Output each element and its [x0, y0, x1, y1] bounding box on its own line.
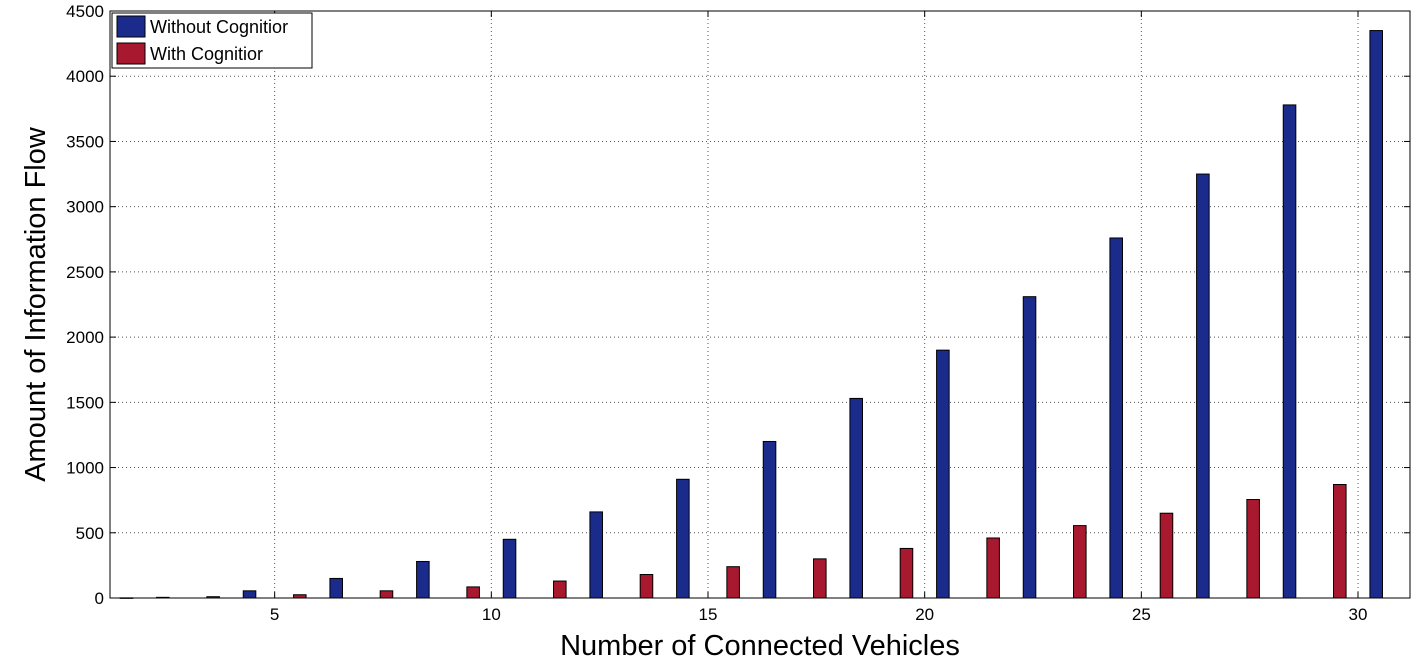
bar-without-cognitior [1022, 296, 1037, 599]
y-tick-label: 3500 [66, 132, 104, 151]
legend-label-with-cognitior: With Cognitior [150, 44, 263, 64]
legend-label-without-cognitior: Without Cognitior [150, 17, 288, 37]
x-tick-label: 15 [699, 605, 718, 624]
x-tick-label: 30 [1349, 605, 1368, 624]
bar-with-cognitior [379, 590, 394, 599]
y-tick-label: 4500 [66, 2, 104, 21]
x-tick-label: 10 [482, 605, 501, 624]
y-tick-label: 500 [76, 524, 104, 543]
grid-lines [110, 11, 1410, 598]
bar-without-cognitior [329, 577, 343, 599]
bar-without-cognitior [1369, 30, 1383, 599]
bar-without-cognitior [1196, 173, 1210, 599]
bar-with-cognitior [553, 580, 567, 599]
bar-without-cognitior [502, 538, 517, 599]
y-tick-label: 1000 [66, 459, 104, 478]
bar-with-cognitior [986, 537, 1000, 599]
bar-with-cognitior [639, 574, 654, 599]
bar-with-cognitior [466, 586, 480, 599]
bar-with-cognitior [726, 566, 740, 599]
legend-swatch-with-cognitior [116, 42, 146, 65]
bar-without-cognitior [416, 560, 430, 599]
x-tick-label: 5 [270, 605, 279, 624]
bar-with-cognitior [1159, 512, 1174, 599]
x-axis-title: Number of Connected Vehicles [560, 630, 960, 662]
bar-without-cognitior [589, 511, 603, 599]
bar-without-cognitior [762, 440, 777, 599]
bar-with-cognitior [1073, 525, 1087, 599]
bar-without-cognitior [936, 349, 950, 599]
bar-without-cognitior [1109, 237, 1123, 599]
bar-with-cognitior [813, 558, 827, 599]
y-tick-label: 3000 [66, 198, 104, 217]
legend: Without Cognitior With Cognitior [111, 12, 313, 69]
bar-with-cognitior [899, 547, 914, 599]
x-tick-label: 25 [1132, 605, 1151, 624]
plot-frame [109, 10, 1411, 599]
y-tick-label: 2000 [66, 328, 104, 347]
y-tick-label: 1500 [66, 393, 104, 412]
bar-with-cognitior [1333, 484, 1347, 599]
axis-ticks: 0 500 1000 1500 2000 2500 3000 3500 4000 4500 5 10 1… [66, 2, 1410, 624]
y-axis-title: Amount of Information Flow [20, 126, 52, 482]
y-tick-label: 4000 [66, 67, 104, 86]
y-tick-label: 0 [95, 589, 104, 608]
bar-with-cognitior [1246, 499, 1260, 599]
legend-swatch-without-cognitior [116, 15, 146, 38]
y-tick-label: 2500 [66, 263, 104, 282]
bar-without-cognitior [1282, 104, 1297, 599]
bar-without-cognitior [849, 397, 863, 599]
x-tick-label: 20 [915, 605, 934, 624]
bars-group [119, 30, 1383, 599]
bar-without-cognitior [676, 478, 690, 599]
bar-without-cognitior [242, 590, 257, 599]
